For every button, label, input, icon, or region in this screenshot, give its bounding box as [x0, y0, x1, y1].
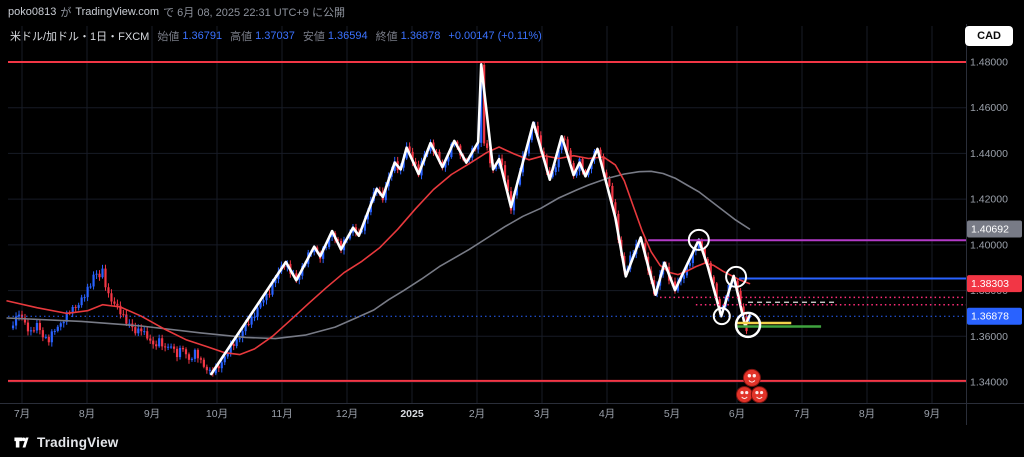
grid-lines: [8, 26, 966, 403]
price-axis-label: 1.38303: [967, 275, 1022, 293]
svg-text:1.40692: 1.40692: [971, 224, 1009, 236]
circle-drawing[interactable]: [687, 228, 710, 251]
symbol-title[interactable]: 米ドル/加ドル・1日・FXCM: [10, 31, 150, 43]
time-tick-label: 2月: [469, 408, 485, 420]
publisher-username-link[interactable]: poko0813: [8, 6, 57, 18]
time-scale[interactable]: 7月 8月 9月 10月 11月 12月 2025 2月 3月 4月 5月 6月 7月 8月 9月: [14, 408, 940, 420]
legend-low: 安値 1.36594: [303, 28, 368, 44]
indicator-lines: [6, 146, 751, 356]
legend-close: 終値 1.36878: [376, 28, 441, 44]
time-tick-label: 9月: [924, 408, 940, 420]
price-tick-label: 1.36000: [970, 331, 1008, 343]
price-tick-label: 1.42000: [970, 194, 1008, 206]
time-tick-label: 7月: [14, 408, 30, 420]
circle-drawing[interactable]: [725, 265, 748, 288]
price-axis-label: 1.36878: [967, 307, 1022, 325]
time-tick-label: 6月: [729, 408, 745, 420]
drawing-overlays[interactable]: [8, 61, 966, 404]
close-label: 終値: [375, 31, 398, 43]
price-tick-label: 1.44000: [970, 148, 1008, 160]
axis-price-labels: 1.40692 1.38303 1.36878: [967, 220, 1022, 325]
price-tick-label: 1.34000: [970, 377, 1008, 389]
time-tick-label: 5月: [664, 408, 680, 420]
publish-date-text: で 6月 08, 2025 22:31 UTC+9 に公開: [163, 7, 345, 19]
low-label: 安値: [302, 31, 325, 43]
pane-borders: [0, 24, 1024, 425]
time-tick-label: 8月: [859, 408, 875, 420]
candlestick-series: [11, 61, 751, 377]
time-tick-label: 3月: [534, 408, 550, 420]
currency-toggle-button[interactable]: CAD: [965, 26, 1013, 46]
open-label: 始値: [157, 31, 180, 43]
time-tick-label: 8月: [79, 408, 95, 420]
time-tick-label: 11月: [271, 408, 292, 420]
publish-bar: poko0813 が TradingView.com で 6月 08, 2025…: [0, 0, 1024, 24]
price-tick-label: 1.40000: [970, 239, 1008, 251]
tradingview-logo-icon: [13, 434, 30, 451]
circle-drawing[interactable]: [712, 307, 731, 326]
tradingview-site-link[interactable]: TradingView.com: [75, 6, 160, 18]
footer-bar: TradingView: [0, 428, 1024, 457]
high-label: 高値: [230, 31, 253, 43]
svg-text:1.36878: 1.36878: [971, 311, 1009, 323]
time-tick-label: 2025: [400, 408, 424, 420]
time-tick-label: 10月: [206, 408, 228, 420]
time-tick-label: 7月: [794, 408, 810, 420]
price-axis-label: 1.40692: [967, 220, 1022, 238]
legend-high: 高値 1.37037: [230, 28, 295, 44]
publish-joiner-text: が: [60, 7, 72, 19]
price-tick-label: 1.48000: [970, 57, 1008, 69]
price-scale[interactable]: 1.340001.360001.380001.400001.420001.440…: [970, 57, 1008, 389]
change-value: +0.00147 (+0.11%): [448, 30, 542, 42]
tradingview-logo-text[interactable]: TradingView: [37, 435, 119, 450]
close-value: 1.36878: [400, 30, 441, 42]
white-trend-line: [210, 63, 751, 376]
legend-open: 始値 1.36791: [157, 28, 222, 44]
slow-ma-line: [6, 170, 751, 340]
chart-legend[interactable]: 米ドル/加ドル・1日・FXCM 始値 1.36791 高値 1.37037 安値…: [10, 28, 542, 44]
high-value: 1.37037: [255, 30, 295, 42]
time-tick-label: 9月: [144, 408, 160, 420]
emoji-sticker[interactable]: [750, 386, 768, 404]
fast-ma-line: [6, 146, 751, 356]
price-tick-label: 1.46000: [970, 102, 1008, 114]
circle-drawing[interactable]: [734, 311, 762, 339]
emoji-sticker[interactable]: [735, 386, 753, 404]
open-value: 1.36791: [182, 30, 223, 42]
emoji-sticker[interactable]: [742, 368, 761, 387]
svg-text:1.38303: 1.38303: [971, 278, 1009, 290]
time-tick-label: 4月: [599, 408, 615, 420]
time-tick-label: 12月: [336, 408, 358, 420]
low-value: 1.36594: [327, 30, 368, 42]
